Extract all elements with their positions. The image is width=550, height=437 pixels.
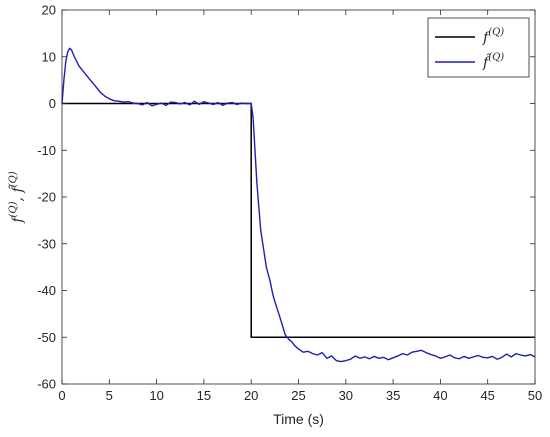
legend: f(Q) f̂(Q)	[427, 17, 530, 78]
y-tick-label: -30	[37, 236, 56, 251]
y-tick-label: -10	[37, 143, 56, 158]
x-tick-label: 15	[197, 388, 211, 403]
series-line-fhat	[61, 47, 536, 363]
legend-fhat-sup: (Q)	[488, 52, 504, 63]
y-label-separator: ,	[10, 193, 26, 202]
x-tick-label: 40	[433, 388, 447, 403]
x-tick-label: 0	[58, 388, 65, 403]
legend-f-sup: (Q)	[488, 27, 504, 38]
y-tick-label: -50	[37, 330, 56, 345]
y-tick-label: -60	[37, 377, 56, 392]
x-tick-label: 35	[386, 388, 400, 403]
x-tick-label: 5	[106, 388, 113, 403]
y-tick-label: 20	[42, 3, 56, 18]
y-label-fhat: f̂	[8, 184, 26, 193]
y-label-sup-1: (Q)	[8, 201, 19, 217]
x-tick-label: 30	[339, 388, 353, 403]
legend-box	[427, 17, 530, 78]
y-tick-label: -20	[37, 190, 56, 205]
legend-label-f: f(Q)	[482, 27, 504, 46]
x-axis-label: Time (s)	[273, 411, 324, 427]
y-axis-label: f(Q), f̂(Q)	[8, 171, 26, 223]
series-layer	[61, 47, 536, 363]
y-tick-label: -40	[37, 283, 56, 298]
x-axis: 0 5 10 15 20 25 30 35 40 45 50	[58, 10, 542, 403]
legend-fhat-base: f̂	[482, 53, 491, 71]
x-tick-label: 45	[480, 388, 494, 403]
y-label-sup-2: (Q)	[8, 171, 19, 187]
x-tick-label: 10	[149, 388, 163, 403]
x-tick-label: 20	[244, 388, 258, 403]
y-label-f: f	[10, 215, 26, 224]
x-tick-label: 50	[528, 388, 542, 403]
x-tick-label: 25	[291, 388, 305, 403]
series-line-f	[62, 102, 535, 338]
legend-f-base: f	[482, 30, 491, 46]
legend-label-fhat: f̂(Q)	[482, 52, 504, 71]
y-tick-label: 10	[42, 49, 56, 64]
y-tick-label: 0	[49, 96, 56, 111]
y-axis: 20 10 0 -10 -20 -30 -40 -50 -60	[37, 3, 535, 392]
